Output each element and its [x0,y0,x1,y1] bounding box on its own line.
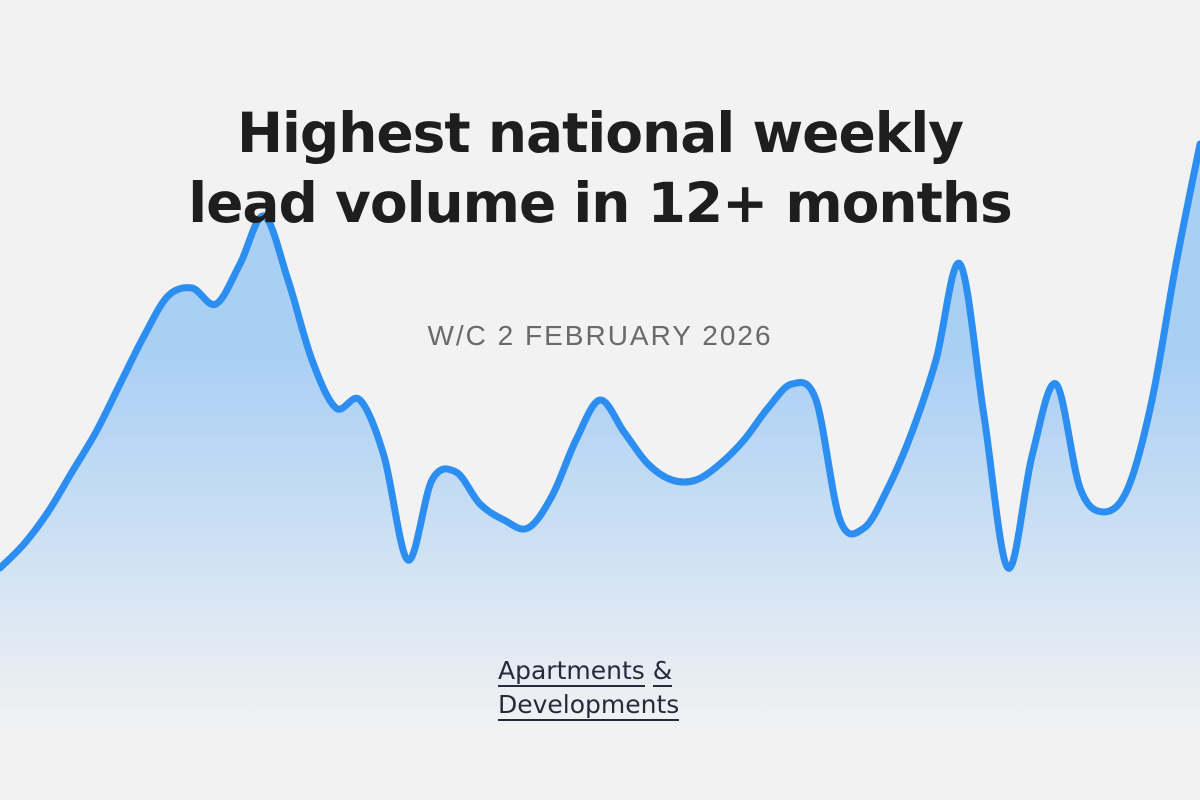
headline-line-2: lead volume in 12+ months [188,171,1013,235]
headline: Highest national weekly lead volume in 1… [0,98,1200,238]
brand-word-apartments: Apartments [498,656,645,687]
brand-logo-line-2: Developments [498,688,680,722]
chart-area-fill [0,144,1200,800]
brand-ampersand: & [652,656,673,687]
brand-word-developments: Developments [498,690,680,721]
headline-line-1: Highest national weekly [236,101,964,165]
brand-logo: Apartments & Developments [498,654,680,722]
chart-series-line [0,140,1200,572]
week-commencing-date: W/C 2 FEBRUARY 2026 [427,320,773,351]
brand-logo-line-1: Apartments & [498,654,679,688]
